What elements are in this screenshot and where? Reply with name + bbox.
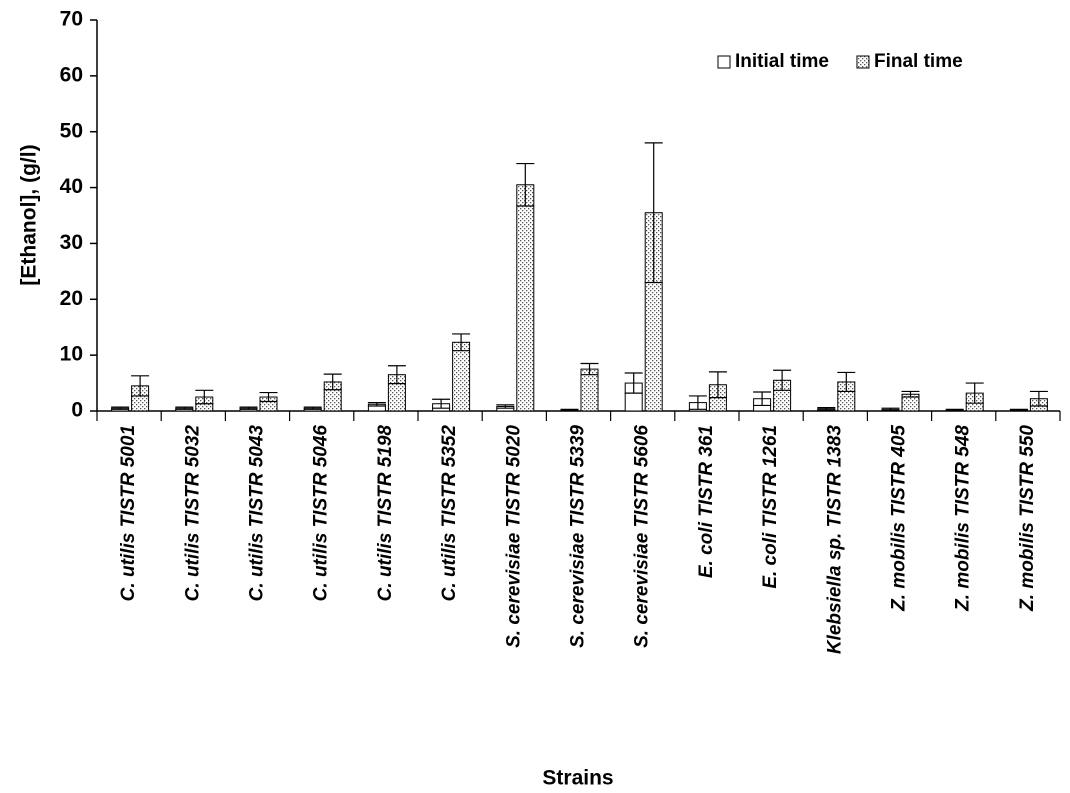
error-bar [1010,409,1028,410]
x-tick-label: Klebsiella sp. TISTR 1383 [824,425,845,655]
legend-label: Final time [874,51,963,72]
chart: [Ethanol], (g/l) Strains 0 10 20 30 40 50 60 70… [0,0,1070,793]
legend-swatch [718,56,730,68]
y-tick-label: 0 [71,399,83,422]
x-tick-label: C. utilis TISTR 5043 [247,425,268,602]
x-tick-label: C. utilis TISTR 5352 [439,425,460,602]
bar [453,342,470,411]
y-tick-label: 30 [60,231,83,254]
x-tick-label: Z. mobilis TISTR 548 [953,425,974,612]
y-tick-label: 40 [60,175,83,198]
x-tick-label: S. cerevisiae TISTR 5339 [568,425,589,648]
x-tick-label: C. utilis TISTR 5046 [311,425,332,602]
legend-swatch [857,56,869,68]
x-tick-label: C. utilis TISTR 5032 [182,425,203,602]
y-tick-label: 50 [60,119,83,142]
y-tick-label: 70 [60,8,83,31]
x-axis-title: Strains [542,767,613,790]
y-tick-label: 20 [60,287,83,310]
bar [517,185,534,411]
bar [581,369,598,411]
x-tick-label: S. cerevisiae TISTR 5606 [632,425,653,648]
legend-label: Initial time [735,51,829,72]
x-tick-label: S. cerevisiae TISTR 5020 [503,425,524,648]
x-tick-label: Z. mobilis TISTR 405 [889,425,910,612]
y-axis-title: [Ethanol], (g/l) [18,144,41,285]
y-tick-label: 60 [60,63,83,86]
x-tick-label: E. coli TISTR 361 [696,425,717,578]
error-bar [561,409,579,410]
error-bar [946,409,964,410]
x-tick-label: C. utilis TISTR 5001 [118,425,139,601]
x-tick-label: E. coli TISTR 1261 [760,425,781,589]
y-tick-label: 10 [60,343,83,366]
x-tick-label: Z. mobilis TISTR 550 [1017,425,1038,612]
x-tick-label: C. utilis TISTR 5198 [375,425,396,602]
